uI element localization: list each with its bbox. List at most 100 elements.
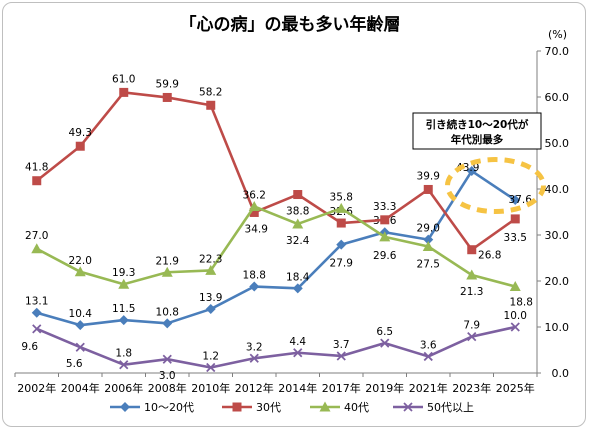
y-tick-label: 0.0	[552, 367, 570, 380]
data-label: 26.8	[478, 250, 501, 262]
data-point	[206, 362, 216, 373]
data-point	[119, 87, 129, 97]
data-point	[423, 351, 433, 362]
data-point	[466, 269, 478, 280]
x-tick-label: 2002年	[17, 381, 56, 395]
data-point	[466, 166, 477, 177]
data-label: 22.0	[69, 255, 92, 267]
data-label: 58.2	[199, 86, 222, 98]
x-tick-label: 2019年	[365, 381, 404, 395]
data-label: 3.6	[420, 339, 437, 351]
y-tick-label: 70.0	[545, 45, 570, 58]
data-point	[510, 214, 520, 224]
series-line	[36, 205, 516, 288]
data-label: 10.4	[69, 308, 93, 320]
data-label: 1.2	[202, 350, 219, 362]
data-label: 9.6	[21, 341, 38, 353]
x-tick-label: 2008年	[148, 381, 187, 395]
x-tick-label: 2023年	[452, 381, 491, 395]
data-point	[206, 100, 216, 110]
legend-item: 50代以上	[393, 401, 474, 414]
plot-area: 0.0 10.0 20.0 30.0 40.0 50.0 60.0 70.0 2002年 2004…	[14, 45, 570, 395]
legend-marker	[319, 401, 331, 412]
data-label: 18.8	[510, 297, 533, 309]
legend-item: 30代	[222, 401, 281, 414]
data-label: 10.8	[156, 306, 179, 318]
data-point	[248, 200, 260, 211]
data-label: 5.6	[66, 358, 83, 370]
x-tick-label: 2017年	[322, 381, 361, 395]
data-point	[335, 202, 347, 213]
data-point	[75, 141, 85, 151]
data-label: 21.3	[460, 286, 483, 298]
data-point	[467, 245, 477, 255]
legend-marker	[120, 402, 130, 412]
y-tick-label: 20.0	[545, 275, 570, 288]
data-point	[118, 278, 130, 289]
data-label: 33.5	[504, 232, 527, 244]
data-label: 27.0	[25, 230, 48, 242]
y-tick-label: 40.0	[545, 183, 570, 196]
series-4: 9.6 5.6 1.8 3.0 1.2 3.2 4.4 3.7 6.5 3.6 7.9 10.0	[21, 310, 527, 382]
legend-marker	[232, 402, 242, 412]
data-point	[162, 318, 173, 329]
data-point	[336, 351, 346, 361]
data-label: 18.8	[243, 270, 266, 282]
legend-label: 10～20代	[144, 401, 194, 414]
data-label: 36.2	[243, 189, 266, 201]
data-point	[31, 243, 43, 254]
data-point	[292, 283, 303, 294]
series-line	[36, 169, 516, 327]
y-tick-label: 30.0	[545, 229, 570, 242]
data-label: 41.8	[25, 162, 48, 174]
chart-title: 「心の病」の最も多い年齢層	[180, 14, 401, 35]
data-label: 3.0	[159, 370, 176, 382]
data-label: 1.8	[115, 348, 132, 360]
data-point	[510, 322, 520, 332]
data-label: 22.3	[199, 253, 222, 265]
data-label: 3.7	[333, 339, 350, 351]
data-label: 29.0	[417, 223, 440, 235]
legend-item: 10～20代	[110, 401, 194, 414]
data-label: 38.8	[286, 206, 309, 218]
data-label: 39.9	[417, 170, 440, 182]
data-label: 6.5	[376, 326, 393, 338]
data-label: 13.9	[199, 292, 222, 304]
series-1: 13.110.411.510.813.918.818.427.930.629.0…	[25, 162, 532, 331]
data-label: 7.9	[463, 320, 480, 332]
legend-marker	[403, 402, 413, 412]
x-tick-label: 2012年	[235, 381, 274, 395]
series-2: 41.849.361.059.958.234.938.832.633.339.9…	[25, 73, 527, 261]
y-tick-label: 60.0	[545, 91, 570, 104]
series-line	[35, 91, 517, 252]
data-label: 18.4	[286, 271, 310, 283]
data-label: 32.4	[286, 235, 310, 247]
data-point	[467, 332, 477, 342]
data-point	[162, 92, 172, 102]
data-point	[119, 360, 129, 370]
data-label: 49.3	[69, 127, 92, 139]
data-label: 4.4	[289, 336, 306, 348]
y-axis-unit: (%)	[548, 28, 567, 41]
data-label: 59.9	[156, 78, 179, 90]
data-point	[249, 207, 259, 217]
data-point	[75, 320, 86, 331]
data-point	[205, 264, 217, 275]
legend-label: 30代	[256, 401, 281, 414]
data-label: 3.2	[246, 341, 263, 353]
data-point	[379, 231, 391, 242]
data-label: 27.9	[330, 258, 353, 270]
y-tick-label: 10.0	[545, 321, 570, 334]
data-point	[380, 215, 390, 225]
data-label: 34.9	[245, 223, 268, 235]
data-point	[509, 281, 521, 292]
annotation-line-2: 年代別最多	[451, 133, 504, 146]
data-point	[423, 234, 434, 245]
data-point	[422, 241, 434, 251]
data-label: 27.5	[417, 259, 440, 271]
data-point	[205, 304, 216, 315]
data-label: 10.0	[504, 310, 527, 322]
data-point	[249, 353, 259, 363]
